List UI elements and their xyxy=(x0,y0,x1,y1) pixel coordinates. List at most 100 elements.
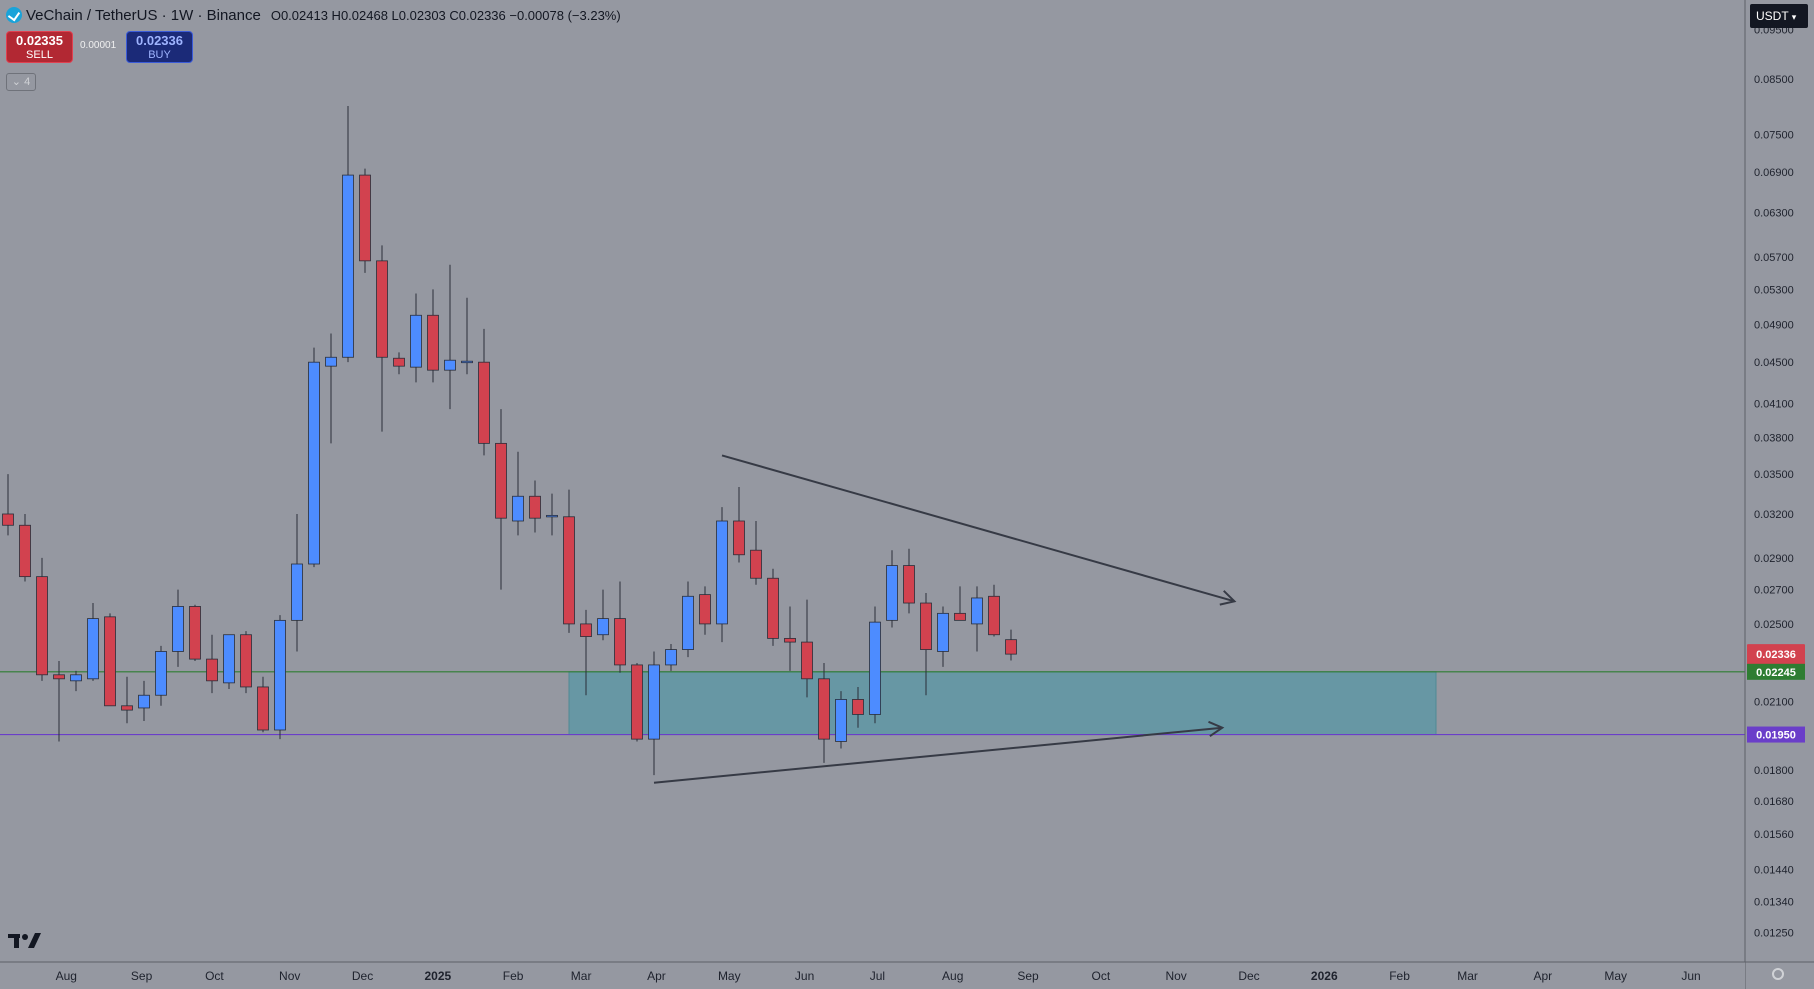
chevron-down-icon: ▾ xyxy=(1791,12,1797,22)
candle-body xyxy=(53,674,65,680)
time-tick-label: 2026 xyxy=(1311,969,1338,983)
support-badge xyxy=(1747,726,1805,743)
candle-body xyxy=(36,576,48,676)
time-tick-label: Sep xyxy=(131,969,153,983)
candle xyxy=(716,507,728,643)
candle xyxy=(257,676,269,733)
price-axis[interactable] xyxy=(1745,0,1814,989)
demand-zone xyxy=(568,671,1437,736)
descending-trendline-arrowhead xyxy=(1219,590,1237,606)
candle-body xyxy=(155,651,167,696)
currency-label: USDT xyxy=(1756,9,1789,23)
candle-body xyxy=(937,612,949,652)
plot-area[interactable] xyxy=(0,0,1745,962)
candle-body xyxy=(988,595,1000,636)
candle-body xyxy=(274,619,286,731)
candle xyxy=(19,513,31,582)
candle xyxy=(206,634,218,694)
candle-body xyxy=(189,606,201,660)
candle-body xyxy=(614,618,626,666)
time-tick-label: Nov xyxy=(279,969,300,983)
candle-body xyxy=(818,678,830,740)
price-tick-label: 0.06300 xyxy=(1754,207,1794,219)
candle xyxy=(733,486,745,563)
candle-body xyxy=(767,577,779,639)
price-tick-label: 0.01560 xyxy=(1754,829,1794,841)
candle xyxy=(529,480,541,533)
candle xyxy=(87,603,99,681)
candle xyxy=(444,264,456,410)
time-tick-label: Aug xyxy=(942,969,963,983)
candle-body xyxy=(240,634,252,688)
candle-body xyxy=(70,674,82,682)
price-tick-label: 0.01800 xyxy=(1754,765,1794,777)
candle xyxy=(291,513,303,652)
candle-body xyxy=(325,356,337,367)
resistance-label: 0.02245 xyxy=(1756,667,1796,679)
candle-body xyxy=(563,516,575,625)
time-tick-label: Dec xyxy=(1238,969,1259,983)
candle-body xyxy=(852,699,864,715)
tradingview-logo-icon[interactable] xyxy=(8,930,42,950)
time-tick-label: Jun xyxy=(1681,969,1700,983)
candle-body xyxy=(2,513,14,526)
price-tick-label: 0.01250 xyxy=(1754,928,1794,940)
candle xyxy=(1005,629,1017,661)
time-tick-label: Feb xyxy=(503,969,524,983)
candle-body xyxy=(223,634,235,684)
price-tick-label: 0.04100 xyxy=(1754,399,1794,411)
ascending-trendline xyxy=(653,720,1225,784)
candle-body xyxy=(971,597,983,625)
time-tick-label: Mar xyxy=(571,969,592,983)
time-axis[interactable] xyxy=(0,962,1745,989)
candle-body xyxy=(699,594,711,625)
candles-layer xyxy=(2,105,1017,776)
candle-body xyxy=(716,520,728,625)
candle xyxy=(665,643,677,671)
candle-body xyxy=(121,705,133,711)
candle xyxy=(274,615,286,740)
time-tick-label: May xyxy=(1604,969,1627,983)
time-axis-labels: Aug Sep Oct Nov Dec 2025 Feb Mar Apr May Jun Jul Aug… xyxy=(56,969,1701,983)
candle-body xyxy=(648,664,660,740)
candle-body xyxy=(478,361,490,444)
symbol-title[interactable]: VeChain / TetherUS · 1W · Binance xyxy=(26,6,261,24)
candle xyxy=(172,589,184,667)
time-tick-label: Oct xyxy=(1092,969,1111,983)
candle-body xyxy=(869,621,881,715)
candle xyxy=(495,409,507,590)
trendlines-layer[interactable] xyxy=(653,454,1237,784)
candle xyxy=(427,289,439,383)
buy-button[interactable]: 0.02336 BUY xyxy=(126,31,193,63)
candle-body xyxy=(682,595,694,650)
candle-body xyxy=(206,658,218,682)
candle xyxy=(648,651,660,776)
price-tick-label: 0.02700 xyxy=(1754,585,1794,597)
candle xyxy=(954,586,966,621)
candle xyxy=(104,613,116,707)
candle xyxy=(597,589,609,641)
candle-body xyxy=(359,174,371,262)
time-tick-label: Mar xyxy=(1457,969,1478,983)
candle-body xyxy=(257,686,269,731)
candle-body xyxy=(580,623,592,637)
chevron-down-icon: ⌄ xyxy=(11,76,22,88)
candle xyxy=(376,245,388,432)
candle xyxy=(121,676,133,724)
price-tick-label: 0.02100 xyxy=(1754,697,1794,709)
candle xyxy=(750,521,762,585)
price-tick-label: 0.07500 xyxy=(1754,130,1794,142)
candle-body xyxy=(903,565,915,604)
price-tick-label: 0.05700 xyxy=(1754,252,1794,264)
candle-body xyxy=(376,260,388,358)
currency-select[interactable]: USDT ▾ xyxy=(1750,4,1808,28)
sell-button[interactable]: 0.02335 SELL xyxy=(6,31,73,63)
settings-gear-icon[interactable] xyxy=(1772,968,1784,980)
ascending-trendline-line xyxy=(653,726,1223,784)
candle-body xyxy=(835,699,847,742)
candle xyxy=(937,606,949,667)
candle xyxy=(614,581,626,673)
candle-body xyxy=(87,618,99,680)
indicators-toggle[interactable]: ⌄ 4 xyxy=(6,73,36,91)
